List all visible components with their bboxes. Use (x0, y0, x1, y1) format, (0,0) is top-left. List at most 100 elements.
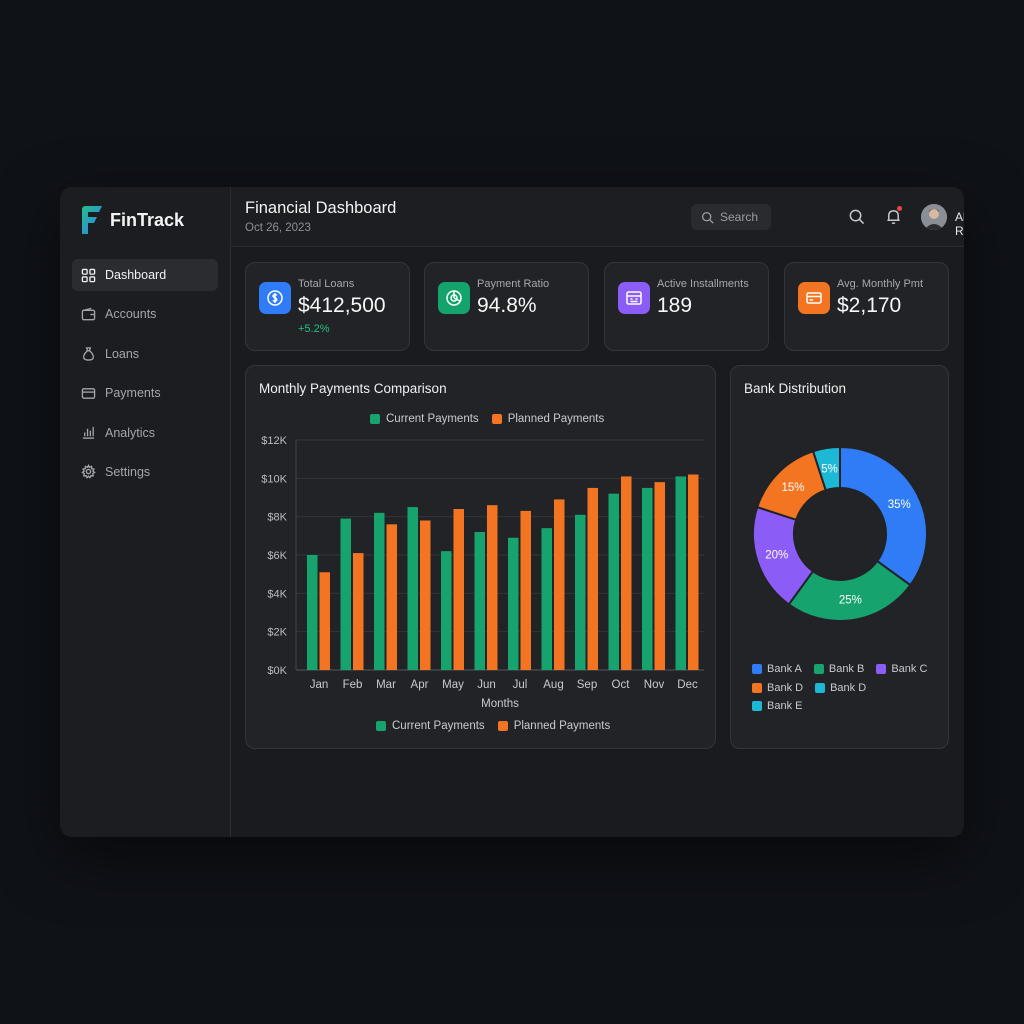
search-icon[interactable] (848, 208, 865, 225)
bar-planned-payments[interactable] (487, 505, 498, 670)
bar-current-payments[interactable] (675, 476, 687, 670)
kpi-card-4[interactable]: Avg. Monthly Pmt $2,170 (784, 262, 949, 351)
bar-current-payments[interactable] (642, 487, 653, 670)
donut-slice-label: 15% (781, 482, 804, 494)
legend-swatch (815, 682, 826, 693)
legend-item: Planned Payments (491, 413, 605, 425)
bar-planned-payments[interactable] (386, 524, 398, 670)
donut-title: Bank Distribution (744, 381, 847, 396)
fintrack-logo-icon (82, 206, 102, 234)
x-tick-label: Nov (644, 679, 665, 691)
bar-current-payments[interactable] (508, 537, 519, 670)
sidebar-item-label: Loans (105, 346, 140, 361)
bar-planned-payments[interactable] (319, 572, 331, 670)
legend-label: Bank D (767, 681, 804, 694)
sidebar-item-label: Payments (105, 386, 161, 401)
legend-label: Bank C (891, 663, 928, 676)
x-tick-label: Feb (343, 679, 363, 691)
donut-slice[interactable] (787, 559, 912, 622)
chart-legend-top: Current Payments Planned Payments (370, 413, 617, 425)
sidebar-item-dashboard[interactable]: Dashboard (72, 259, 218, 291)
bank-legend-item: Bank D (752, 682, 803, 694)
sidebar: FinTrack Dashboard Accounts Loans Payments A… (60, 187, 231, 837)
avatar[interactable] (921, 204, 947, 230)
bar-current-payments[interactable] (374, 512, 385, 670)
bar-current-payments[interactable] (608, 493, 620, 670)
kpi-label: Payment Ratio (477, 278, 550, 290)
credit-card-icon (81, 387, 96, 399)
legend-item: Current Payments (370, 413, 479, 425)
bank-legend-row: Bank E (752, 697, 952, 716)
bar-planned-payments[interactable] (587, 487, 599, 670)
kpi-card-2[interactable]: Payment Ratio 94.8% (424, 262, 589, 351)
bar-planned-payments[interactable] (621, 476, 632, 670)
page-title: Financial Dashboard (245, 199, 397, 217)
legend-swatch (491, 414, 502, 424)
kpi-label: Avg. Monthly Pmt (837, 278, 923, 290)
bar-current-payments[interactable] (441, 551, 452, 670)
kpi-card-1[interactable]: Total Loans $412,500 +5.2% (245, 262, 410, 351)
bar-planned-payments[interactable] (453, 509, 465, 670)
bar-current-payments[interactable] (575, 514, 586, 670)
legend-swatch (876, 664, 887, 675)
donut-slice[interactable] (839, 445, 928, 587)
legend-swatch (752, 701, 762, 712)
user-avatar-icon (921, 204, 947, 230)
legend-label: Planned Payments (513, 720, 611, 732)
x-tick-label: Oct (612, 679, 631, 691)
bar-current-payments[interactable] (340, 518, 352, 670)
legend-swatch (370, 414, 380, 424)
legend-label: Planned Payments (507, 413, 605, 425)
x-tick-label: Jul (513, 679, 528, 691)
sidebar-item-analytics[interactable]: Analytics (72, 417, 218, 449)
bar-planned-payments[interactable] (353, 553, 364, 670)
bar-planned-payments[interactable] (554, 499, 565, 670)
bank-legend-item: Bank D (815, 682, 866, 694)
bar-planned-payments[interactable] (420, 520, 431, 671)
legend-label: Bank D (830, 681, 867, 694)
gear-icon (81, 464, 96, 480)
bar-planned-payments[interactable] (654, 482, 666, 670)
x-tick-label: Apr (411, 679, 429, 691)
y-tick-label: $6K (267, 550, 287, 562)
x-tick-label: May (442, 679, 464, 691)
sidebar-item-loans[interactable]: Loans (72, 338, 218, 370)
pie-icon (446, 290, 462, 306)
search-box[interactable]: Search (691, 204, 771, 230)
bell-icon[interactable] (885, 208, 902, 225)
legend-label: Current Payments (386, 413, 479, 425)
sidebar-item-settings[interactable]: Settings (72, 456, 218, 488)
bar-current-payments[interactable] (474, 532, 486, 670)
money-bag-icon (83, 347, 94, 362)
sidebar-item-payments[interactable]: Payments (72, 377, 218, 409)
bank-legend: Bank A Bank B Bank C Bank D Bank D Bank E (752, 660, 952, 716)
legend-label: Current Payments (392, 720, 485, 732)
chart-legend-bottom: Current Payments Planned Payments (376, 720, 623, 732)
page-date: Oct 26, 2023 (245, 222, 311, 234)
bar-current-payments[interactable] (541, 528, 553, 670)
sidebar-nav: Dashboard Accounts Loans Payments Analytics S… (72, 259, 218, 495)
kpi-value: 94.8% (477, 294, 537, 317)
y-tick-label: $12K (261, 435, 287, 447)
bar-current-payments[interactable] (307, 555, 318, 670)
bank-legend-item: Bank A (752, 663, 802, 675)
sidebar-item-accounts[interactable]: Accounts (72, 298, 218, 330)
kpi-icon-wrap (259, 282, 291, 314)
donut-slice[interactable] (811, 445, 841, 492)
app-name: FinTrack (110, 209, 185, 230)
user-name[interactable]: Alex R. (955, 210, 964, 238)
bar-planned-payments[interactable] (520, 510, 532, 670)
donut-slice-label: 35% (888, 499, 911, 511)
logo[interactable]: FinTrack (80, 205, 184, 235)
bar-planned-payments[interactable] (688, 474, 699, 671)
legend-swatch (813, 664, 824, 675)
sidebar-item-label: Dashboard (105, 268, 167, 282)
y-tick-label: $2K (267, 627, 287, 639)
legend-label: Bank E (767, 700, 803, 713)
bar-current-payments[interactable] (407, 507, 419, 670)
x-tick-label: Jan (310, 679, 329, 691)
kpi-card-3[interactable]: Active Installments 189 (604, 262, 769, 351)
grid-icon (81, 268, 96, 282)
legend-swatch (497, 721, 508, 731)
kpi-icon-wrap (618, 282, 650, 314)
